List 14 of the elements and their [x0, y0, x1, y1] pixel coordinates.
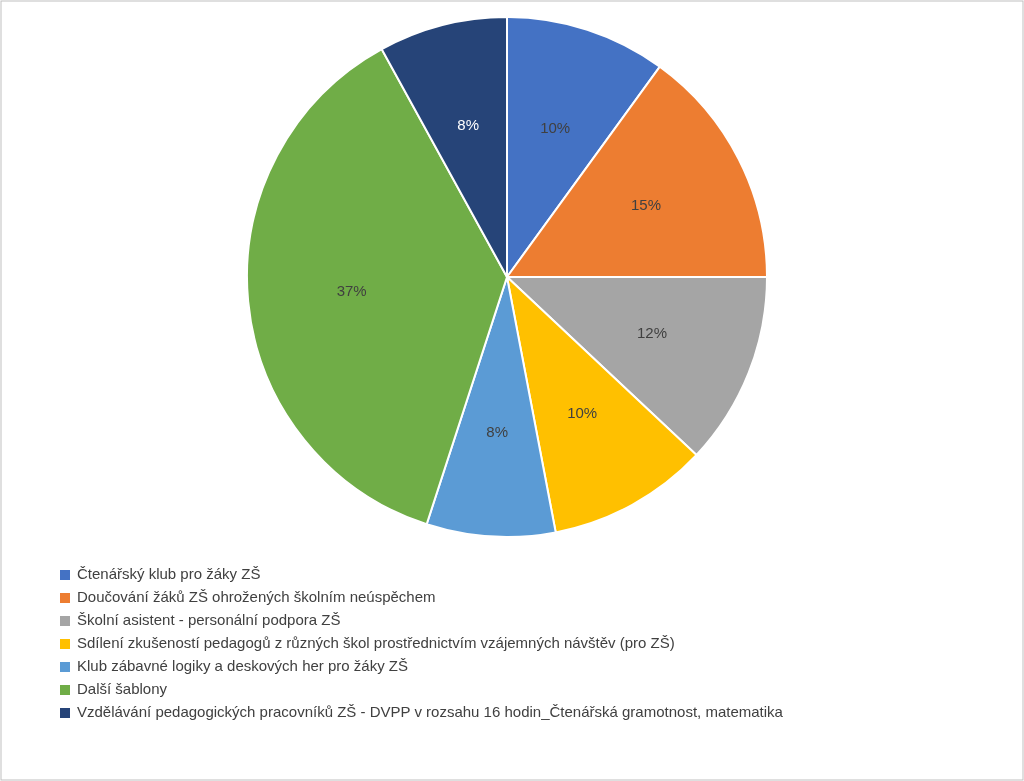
- legend-label: Klub zábavné logiky a deskových her pro žáky ZŠ: [77, 656, 409, 674]
- legend-label: Další šablony: [77, 679, 168, 697]
- data-label: 12%: [637, 324, 668, 342]
- data-label: 8%: [457, 115, 480, 133]
- legend-label: Školní asistent - personální podpora ZŠ: [77, 610, 341, 628]
- legend-label: Čtenářský klub pro žáky ZŠ: [77, 564, 261, 582]
- legend-label: Sdílení zkušeností pedagogů z různých škol prostřednictvím vzájemných návštěv (pro ZŠ): [77, 633, 675, 651]
- data-label: 37%: [336, 281, 367, 299]
- data-label: 15%: [630, 196, 662, 214]
- data-label: 10%: [567, 403, 598, 421]
- legend-label: Doučování žáků ZŠ ohrožených školním neúspěchem: [77, 587, 436, 605]
- data-label: 10%: [540, 118, 571, 136]
- legend-label: Vzdělávání pedagogických pracovníků ZŠ - DVPP v rozsahu 16 hodin_Čtenářská gramotnost, matematika: [77, 702, 784, 720]
- data-label: 8%: [486, 422, 509, 440]
